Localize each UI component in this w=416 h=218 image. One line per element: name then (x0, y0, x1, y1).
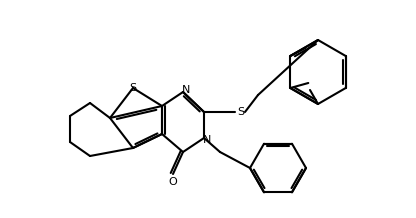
Text: N: N (182, 85, 190, 95)
Text: S: S (129, 83, 136, 93)
Text: S: S (238, 107, 245, 117)
Text: O: O (168, 177, 177, 187)
Text: N: N (203, 135, 211, 145)
